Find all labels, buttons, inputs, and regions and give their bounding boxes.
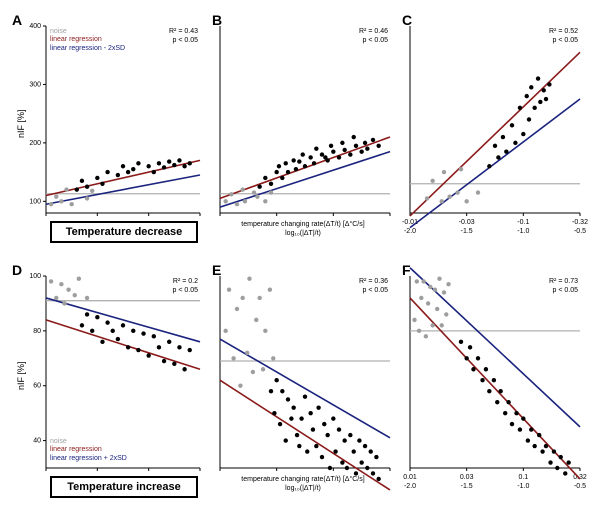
axis-box-A: Temperature decrease — [50, 221, 198, 243]
stats-F: R² = 0.73 p < 0.05 — [549, 278, 578, 296]
panel-E: E R² = 0.36 p < 0.05 temperature changing r… — [208, 258, 398, 518]
svg-text:80: 80 — [33, 328, 41, 335]
legend-item: linear regression - 2xSD — [50, 45, 125, 53]
stats-C: R² = 0.52 p < 0.05 — [549, 28, 578, 46]
svg-text:100: 100 — [29, 273, 41, 280]
panel-label-B: B — [212, 12, 222, 28]
legend-item: linear regression + 2xSD — [50, 455, 127, 463]
pval: p < 0.05 — [173, 37, 199, 44]
r2: R² = 0.43 — [169, 28, 198, 35]
r2: R² = 0.73 — [549, 278, 578, 285]
svg-text:0.01: 0.01 — [403, 474, 417, 481]
xlabel2-E: log₁₀(|ΔT|/t) — [208, 485, 398, 492]
svg-text:400: 400 — [29, 23, 41, 30]
svg-text:-1.0: -1.0 — [517, 483, 529, 490]
panel-A: 100200300400AR² = 0.43p < 0.05noiselinea… — [8, 8, 208, 258]
pval: p < 0.05 — [553, 37, 579, 44]
svg-text:100: 100 — [29, 198, 41, 205]
svg-text:200: 200 — [29, 140, 41, 147]
svg-text:-0.32: -0.32 — [572, 219, 588, 226]
svg-text:-2.0: -2.0 — [404, 483, 416, 490]
legend-A: noiselinear regressionlinear regression … — [50, 28, 125, 53]
panel-grid: 100200300400AR² = 0.43p < 0.05noiselinea… — [8, 8, 582, 518]
r2: R² = 0.36 — [359, 278, 388, 285]
svg-text:-0.03: -0.03 — [459, 219, 475, 226]
stats-A: R² = 0.43 p < 0.05 — [169, 28, 198, 46]
legend-D: noiselinear regressionlinear regression … — [50, 438, 127, 463]
xlabel1-E: temperature changing rate(ΔT/t) [Δ°C/s] — [208, 476, 398, 483]
chart-svg-F: 0.01-2.00.03-1.50.1-1.00.32-0.5 — [398, 258, 588, 518]
pval: p < 0.05 — [553, 287, 579, 294]
stats-E: R² = 0.36 p < 0.05 — [359, 278, 388, 296]
xlabel2-B: log₁₀(|ΔT|/t) — [208, 230, 398, 237]
panel-B: B R² = 0.46 p < 0.05 temperature changing r… — [208, 8, 398, 258]
svg-text:-2.0: -2.0 — [404, 228, 416, 235]
svg-text:-0.5: -0.5 — [574, 228, 586, 235]
ylabel-A: nIF [%] — [16, 109, 26, 138]
stats-B: R² = 0.46 p < 0.05 — [359, 28, 388, 46]
legend-item: linear regression — [50, 446, 127, 454]
svg-text:0.1: 0.1 — [518, 474, 528, 481]
panel-label-A: A — [12, 12, 22, 28]
panel-C: -0.01-2.0-0.03-1.5-0.1-1.0-0.32-0.5CR² =… — [398, 8, 588, 258]
svg-text:-1.5: -1.5 — [461, 228, 473, 235]
panel-label-E: E — [212, 262, 221, 278]
panel-label-C: C — [402, 12, 412, 28]
legend-item: linear regression — [50, 36, 125, 44]
svg-text:60: 60 — [33, 383, 41, 390]
panel-label-F: F — [402, 262, 411, 278]
pval: p < 0.05 — [363, 287, 389, 294]
axis-box-D: Temperature increase — [50, 476, 198, 498]
panel-F: 0.01-2.00.03-1.50.1-1.00.32-0.5FR² = 0.7… — [398, 258, 588, 518]
svg-text:0.03: 0.03 — [460, 474, 474, 481]
r2: R² = 0.46 — [359, 28, 388, 35]
xlabel1-B: temperature changing rate(ΔT/t) [Δ°C/s] — [208, 221, 398, 228]
r2: R² = 0.2 — [173, 278, 198, 285]
svg-text:-1.5: -1.5 — [461, 483, 473, 490]
svg-text:40: 40 — [33, 438, 41, 445]
svg-text:-0.5: -0.5 — [574, 483, 586, 490]
panel-label-D: D — [12, 262, 22, 278]
ylabel-D: nIF [%] — [16, 361, 26, 390]
legend-item: noise — [50, 28, 125, 36]
pval: p < 0.05 — [363, 37, 389, 44]
svg-text:-1.0: -1.0 — [517, 228, 529, 235]
svg-text:300: 300 — [29, 81, 41, 88]
stats-D: R² = 0.2 p < 0.05 — [173, 278, 199, 296]
chart-svg-C: -0.01-2.0-0.03-1.5-0.1-1.0-0.32-0.5 — [398, 8, 588, 258]
pval: p < 0.05 — [173, 287, 199, 294]
r2: R² = 0.52 — [549, 28, 578, 35]
svg-text:-0.1: -0.1 — [517, 219, 529, 226]
panel-D: 406080100DR² = 0.2p < 0.05noiselinear re… — [8, 258, 208, 518]
legend-item: noise — [50, 438, 127, 446]
